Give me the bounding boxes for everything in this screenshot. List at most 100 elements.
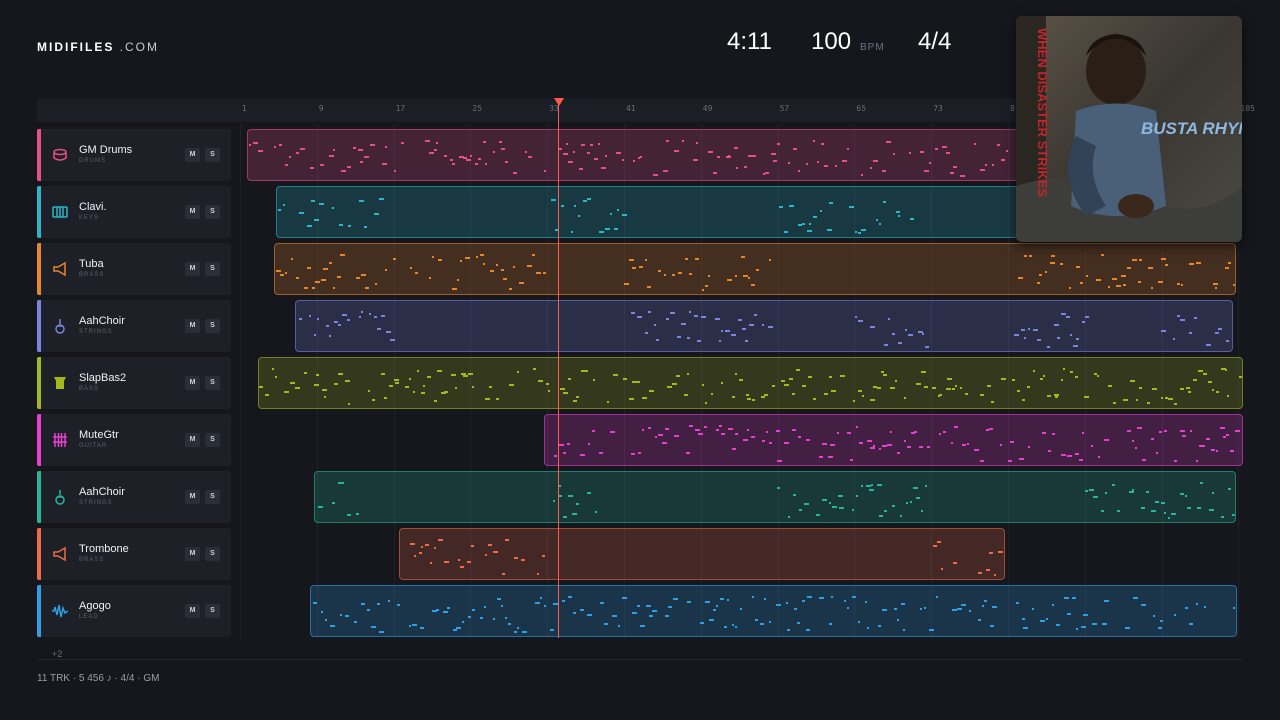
midi-note (886, 141, 892, 143)
midi-note (479, 617, 483, 619)
track-header[interactable]: AahChoir STRINGS M S (37, 471, 231, 523)
track-name: GM Drums (79, 144, 133, 156)
midi-clip[interactable] (295, 300, 1233, 352)
midi-note (282, 204, 285, 206)
midi-note (1228, 488, 1232, 490)
midi-note (337, 373, 343, 375)
midi-note (607, 401, 610, 403)
midi-note (644, 332, 648, 334)
site-logo[interactable]: MIDIFILES .COM (37, 40, 160, 54)
midi-note (311, 287, 315, 289)
solo-button[interactable]: S (205, 319, 220, 333)
midi-clip[interactable] (544, 414, 1243, 466)
midi-note (1220, 516, 1224, 518)
midi-note (873, 445, 876, 447)
midi-note (992, 164, 995, 166)
midi-note (513, 631, 517, 633)
midi-note (640, 625, 646, 627)
midi-note (852, 596, 857, 598)
midi-note (741, 328, 746, 330)
midi-note (1067, 613, 1072, 615)
solo-button[interactable]: S (205, 148, 220, 162)
midi-note (1139, 259, 1143, 261)
solo-button[interactable]: S (205, 376, 220, 390)
midi-note (1027, 446, 1030, 448)
midi-note (746, 429, 749, 431)
playhead[interactable] (558, 104, 559, 638)
midi-note (571, 513, 577, 515)
midi-note (517, 371, 520, 373)
midi-note (379, 631, 385, 633)
midi-note (617, 625, 620, 627)
track-header[interactable]: Trombone BRASS M S (37, 528, 231, 580)
midi-note (937, 395, 940, 397)
midi-note (801, 385, 806, 387)
midi-note (1084, 396, 1090, 398)
midi-clip[interactable] (399, 528, 1005, 580)
midi-note (1153, 615, 1156, 617)
midi-note (783, 442, 789, 444)
midi-clip[interactable] (247, 129, 1018, 181)
mute-button[interactable]: M (185, 433, 200, 447)
midi-note (857, 621, 860, 623)
solo-button[interactable]: S (205, 262, 220, 276)
midi-note (1097, 456, 1100, 458)
mute-button[interactable]: M (185, 262, 200, 276)
midi-note (285, 164, 289, 166)
track-header[interactable]: Clavi. KEYS M S (37, 186, 231, 238)
solo-button[interactable]: S (205, 490, 220, 504)
midi-note (1173, 403, 1177, 405)
midi-note (513, 266, 516, 268)
midi-clip[interactable] (314, 471, 1236, 523)
mute-button[interactable]: M (185, 319, 200, 333)
playhead-marker[interactable] (554, 98, 564, 106)
midi-note (647, 286, 652, 288)
track-header[interactable]: GM Drums DRUMS M S (37, 129, 231, 181)
midi-note (632, 612, 638, 614)
midi-note (701, 384, 704, 386)
midi-note (1219, 427, 1225, 429)
midi-note (371, 626, 377, 628)
midi-clip[interactable] (274, 243, 1236, 295)
midi-note (708, 151, 714, 153)
midi-note (340, 482, 344, 484)
midi-note (1084, 490, 1088, 492)
mute-button[interactable]: M (185, 547, 200, 561)
solo-button[interactable]: S (205, 205, 220, 219)
track-header[interactable]: SlapBas2 BASS M S (37, 357, 231, 409)
midi-note (449, 159, 453, 161)
midi-note (1151, 388, 1157, 390)
midi-clip[interactable] (258, 357, 1243, 409)
mute-button[interactable]: M (185, 148, 200, 162)
midi-note (549, 629, 554, 631)
midi-note (594, 158, 599, 160)
solo-button[interactable]: S (205, 604, 220, 618)
midi-note (829, 623, 833, 625)
track-header[interactable]: MuteGtr GUITAR M S (37, 414, 231, 466)
more-tracks-indicator[interactable]: +2 (52, 649, 63, 659)
midi-note (303, 287, 308, 289)
midi-note (535, 272, 541, 274)
midi-note (861, 395, 864, 397)
track-header[interactable]: Tuba BRASS M S (37, 243, 231, 295)
midi-note (745, 394, 749, 396)
midi-note (1232, 514, 1235, 516)
track-header[interactable]: Agogo LEAD M S (37, 585, 231, 637)
midi-note (759, 623, 764, 625)
midi-note (337, 276, 342, 278)
midi-note (879, 448, 882, 450)
midi-note (1041, 432, 1046, 434)
mute-button[interactable]: M (185, 604, 200, 618)
midi-note (1049, 262, 1055, 264)
midi-note (325, 325, 329, 327)
midi-clip[interactable] (310, 585, 1237, 637)
mute-button[interactable]: M (185, 205, 200, 219)
track-header[interactable]: AahChoir STRINGS M S (37, 300, 231, 352)
midi-note (1076, 266, 1081, 268)
mute-button[interactable]: M (185, 376, 200, 390)
midi-note (587, 492, 592, 494)
midi-clip[interactable] (276, 186, 1018, 238)
mute-button[interactable]: M (185, 490, 200, 504)
solo-button[interactable]: S (205, 547, 220, 561)
solo-button[interactable]: S (205, 433, 220, 447)
